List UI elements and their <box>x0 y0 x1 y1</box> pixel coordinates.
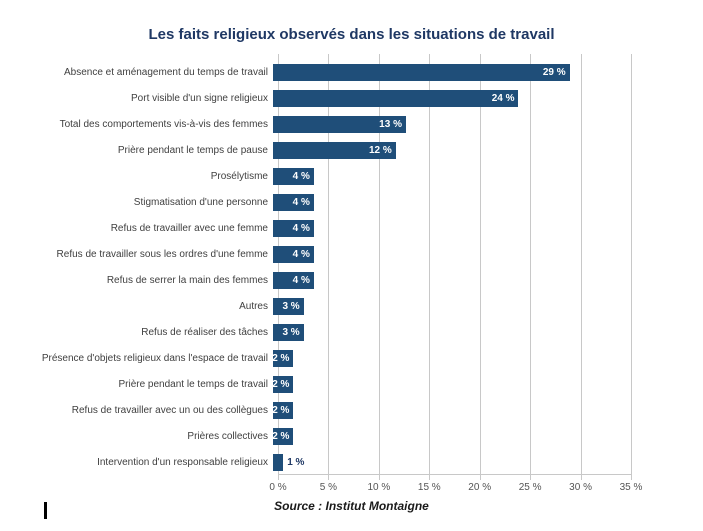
bar: 2 % <box>272 401 294 419</box>
bar-row: Refus de serrer la main des femmes 4 % <box>35 267 631 293</box>
text-cursor <box>44 502 47 519</box>
source-caption: Source : Institut Montaigne <box>274 499 429 513</box>
bar-value-label: 4 % <box>292 248 310 260</box>
category-label: Port visible d'un signe religieux <box>131 92 268 104</box>
category-label: Prières collectives <box>187 430 268 442</box>
bar-row: Refus de travailler avec une femme 4 % <box>35 215 631 241</box>
category-label: Total des comportements vis-à-vis des fe… <box>59 118 268 130</box>
bar-value-label: 29 % <box>542 66 566 78</box>
x-tick-label: 20 % <box>468 482 492 493</box>
category-label: Prière pendant le temps de travail <box>118 378 268 390</box>
bar-value-label: 2 % <box>272 352 290 364</box>
x-tick-label: 35 % <box>619 482 643 493</box>
bar-row: Absence et aménagement du temps de trava… <box>35 59 631 85</box>
x-tick-label: 0 % <box>269 482 287 493</box>
bar-track: 13 % <box>273 115 631 133</box>
category-label: Refus de travailler sous les ordres d'un… <box>56 248 268 260</box>
bar-track: 12 % <box>273 141 631 159</box>
category-label: Autres <box>239 300 268 312</box>
bar-track: 3 % <box>273 297 631 315</box>
category-label: Refus de travailler avec un ou des collè… <box>71 404 268 416</box>
bar-track: 2 % <box>272 401 631 419</box>
bar-value-label: 2 % <box>272 378 290 390</box>
bar: 1 % <box>273 453 304 471</box>
bar-track: 4 % <box>273 245 631 263</box>
bar-track: 2 % <box>272 375 631 393</box>
category-label: Stigmatisation d'une personne <box>133 196 268 208</box>
category-label: Refus de serrer la main des femmes <box>106 274 268 286</box>
bar-track: 2 % <box>272 427 631 445</box>
bar: 4 % <box>273 193 314 211</box>
bar-track: 3 % <box>273 323 631 341</box>
bar: 4 % <box>273 167 314 185</box>
bar-row: Présence d'objets religieux dans l'espac… <box>35 345 631 371</box>
bar-row: Prière pendant le temps de travail 2 % <box>35 371 631 397</box>
bar-value-label: 4 % <box>292 170 310 182</box>
chart-body: Absence et aménagement du temps de trava… <box>35 54 642 497</box>
bar: 2 % <box>272 349 294 367</box>
x-tick-label: 15 % <box>417 482 441 493</box>
gridline <box>631 54 632 480</box>
bar-row: Refus de réaliser des tâches 3 % <box>35 319 631 345</box>
bar-value-label: 4 % <box>292 222 310 234</box>
bar-row: Prosélytisme 4 % <box>35 163 631 189</box>
x-axis-line <box>278 474 631 475</box>
bar-value-label: 2 % <box>272 430 290 442</box>
bar-track: 4 % <box>273 167 631 185</box>
bar-chart-figure: Les faits religieux observés dans les si… <box>35 26 643 513</box>
bar-row: Prière pendant le temps de pause 12 % <box>35 137 631 163</box>
bar-track: 29 % <box>273 63 631 81</box>
bar-value-label: 24 % <box>491 92 515 104</box>
bar: 24 % <box>273 89 519 107</box>
bar: 29 % <box>273 63 570 81</box>
bar: 4 % <box>273 245 314 263</box>
bar-value-label: 12 % <box>368 144 392 156</box>
bar: 3 % <box>273 323 304 341</box>
category-label: Prosélytisme <box>210 170 268 182</box>
bar-row: Autres 3 % <box>35 293 631 319</box>
bar-value-label: 2 % <box>272 404 290 416</box>
bar-value-label: 3 % <box>282 300 300 312</box>
bar-track: 4 % <box>273 193 631 211</box>
category-label: Intervention d'un responsable religieux <box>97 456 268 468</box>
bar-row: Total des comportements vis-à-vis des fe… <box>35 111 631 137</box>
bar-row: Refus de travailler sous les ordres d'un… <box>35 241 631 267</box>
x-axis: 0 % 5 % 10 % 15 % 20 % 25 % 30 % 35 % <box>269 475 642 497</box>
bar-track: 4 % <box>273 219 631 237</box>
chart-title: Les faits religieux observés dans les si… <box>148 26 555 43</box>
bar-row: Port visible d'un signe religieux 24 % <box>35 85 631 111</box>
category-label: Absence et aménagement du temps de trava… <box>63 66 268 78</box>
category-label: Présence d'objets religieux dans l'espac… <box>41 352 268 364</box>
x-tick-label: 10 % <box>367 482 391 493</box>
bar: 3 % <box>273 297 304 315</box>
bar: 4 % <box>273 271 314 289</box>
bar: 13 % <box>273 115 406 133</box>
bar-row: Intervention d'un responsable religieux 1… <box>35 449 631 475</box>
bar-track: 1 % <box>273 453 631 471</box>
bar-row: Stigmatisation d'une personne 4 % <box>35 189 631 215</box>
x-tick-label: 5 % <box>319 482 338 493</box>
bar: 2 % <box>272 427 294 445</box>
category-label: Refus de réaliser des tâches <box>141 326 268 338</box>
bar-value-label: 1 % <box>287 456 305 468</box>
bar-track: 2 % <box>272 349 631 367</box>
category-label: Refus de travailler avec une femme <box>110 222 268 234</box>
bar-value-label: 3 % <box>282 326 300 338</box>
bar: 12 % <box>273 141 396 159</box>
bar-value-label: 4 % <box>292 196 310 208</box>
bar: 2 % <box>272 375 294 393</box>
bar-row: Prières collectives 2 % <box>35 423 631 449</box>
bar-value-label: 4 % <box>292 274 310 286</box>
bar-track: 4 % <box>273 271 631 289</box>
bar-value-label: 13 % <box>379 118 402 130</box>
bar-track: 24 % <box>273 89 631 107</box>
x-tick-label: 30 % <box>569 482 592 493</box>
x-tick-label: 25 % <box>518 482 542 493</box>
bar-row: Refus de travailler avec un ou des collè… <box>35 397 631 423</box>
bar: 4 % <box>273 219 314 237</box>
category-label: Prière pendant le temps de pause <box>117 144 268 156</box>
plot-area: Absence et aménagement du temps de trava… <box>35 54 632 480</box>
bar-rows: Absence et aménagement du temps de trava… <box>35 59 631 475</box>
